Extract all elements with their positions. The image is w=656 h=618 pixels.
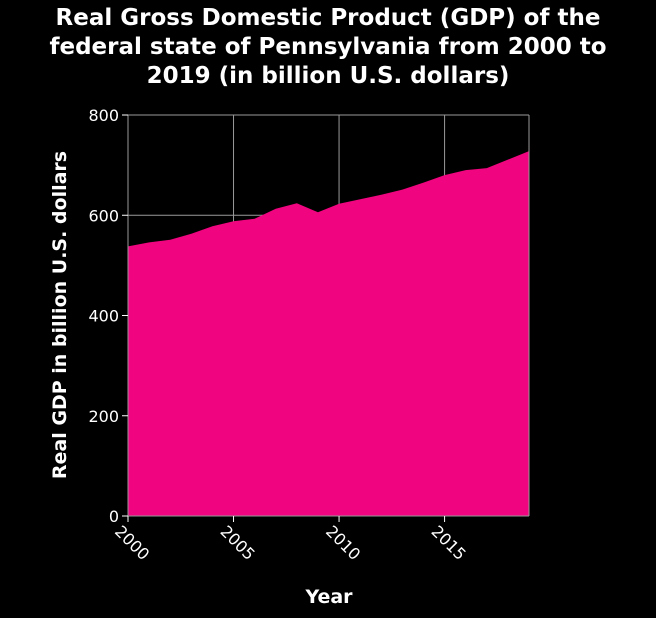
chart-title-line-1: Real Gross Domestic Product (GDP) of the xyxy=(55,5,601,31)
chart-title: Real Gross Domestic Product (GDP) of the… xyxy=(0,4,656,91)
x-tick-label-2010: 2010 xyxy=(322,522,364,564)
x-tick-label-2000: 2000 xyxy=(111,522,153,564)
x-tick-label-2015: 2015 xyxy=(428,522,470,564)
chart-title-line-2: federal state of Pennsylvania from 2000 … xyxy=(49,34,607,60)
x-tick-label-2005: 2005 xyxy=(217,522,259,564)
x-axis-label: Year xyxy=(304,586,353,608)
y-tick-label-600: 600 xyxy=(88,206,119,225)
chart-title-line-3: 2019 (in billion U.S. dollars) xyxy=(146,63,510,89)
y-tick-label-200: 200 xyxy=(88,407,119,426)
y-tick-label-800: 800 xyxy=(88,106,119,125)
axes-layer xyxy=(127,114,530,517)
y-axis-label: Real GDP in billion U.S. dollars xyxy=(49,151,71,479)
y-tick-label-0: 0 xyxy=(109,507,119,526)
y-tick-label-400: 400 xyxy=(88,307,119,326)
area-layer xyxy=(128,151,529,516)
gdp-area xyxy=(128,151,529,516)
